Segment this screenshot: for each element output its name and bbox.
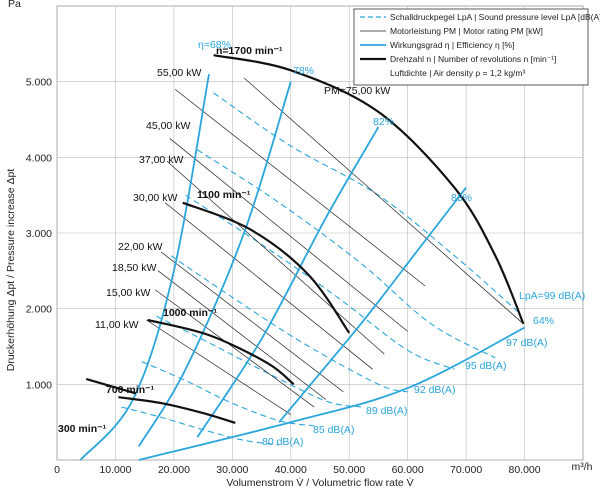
speed-curve-300-min: [85, 377, 137, 395]
legend-entry-4: Luftdichte | Air density ρ = 1,2 kg/m³: [390, 68, 525, 78]
efficiency-curves: [79, 73, 526, 461]
curve-labels: 300 min⁻¹ 700 min⁻¹ 1000 min⁻¹ 1100 min⁻¹ n=…: [58, 39, 585, 448]
x-tick-label: 70.000: [450, 464, 482, 476]
power-label-15-00-kw: 15,00 kW: [106, 287, 150, 299]
legend-entry-1: Motorleistung PM | Motor rating PM [kW]: [390, 26, 543, 36]
speed-curve-1100-min: [182, 201, 351, 334]
y-tick-label: 5.000: [26, 77, 52, 89]
speed-curve-700-min: [118, 396, 236, 424]
y-unit-label: Pa: [8, 0, 21, 10]
speed-label-n-1700-min: n=1700 min⁻¹: [216, 45, 283, 57]
sound-curve-89-db-a: [156, 315, 361, 408]
speed-curve-1000-min: [147, 318, 295, 386]
power-label-45-00-kw: 45,00 kW: [146, 120, 190, 132]
speed-label-1000-min: 1000 min⁻¹: [163, 307, 217, 319]
power-label-11-00-kw: 11,00 kW: [95, 319, 139, 331]
x-unit-label: m³/h: [572, 461, 593, 473]
x-tick-label: 60.000: [392, 464, 424, 476]
x-tick-label: 10.000: [99, 464, 131, 476]
speed-curves: [85, 54, 525, 424]
efficiency-curve-83: [278, 187, 467, 423]
y-tick-label: 2.000: [26, 304, 52, 316]
power-line-37-00-kw: [166, 160, 385, 355]
efficiency-curve-68: [79, 73, 210, 461]
power-label-pm-75-00-kw: PM=75,00 kW: [324, 85, 390, 97]
sound-label-89-db-a: 89 dB(A): [366, 405, 407, 417]
speed-label-300-min: 300 min⁻¹: [58, 423, 107, 435]
power-line-30-00-kw: [164, 202, 373, 370]
legend: Schalldruckpegel LpA | Sound pressure le…: [353, 8, 600, 86]
sound-curve-85-db-a: [141, 361, 315, 427]
grid: [56, 5, 584, 461]
legend-entry-0: Schalldruckpegel LpA | Sound pressure le…: [390, 12, 600, 22]
sound-curve-95-db-a: [185, 194, 455, 370]
x-tick-label: 30.000: [216, 464, 248, 476]
sound-label-80-db-a: 80 dB(A): [262, 436, 303, 448]
power-line-15-00-kw: [154, 289, 315, 408]
x-tick-label: 20.000: [158, 464, 190, 476]
y-tick-label: 4.000: [26, 152, 52, 164]
sound-label-99-db-a: LpA=99 dB(A): [519, 290, 585, 302]
speed-label-700-min: 700 min⁻¹: [106, 384, 155, 396]
y-axis-title: Druckerhöhung Δpt / Pressure increase Δp…: [5, 169, 17, 372]
efficiency-label-68: η=68%: [198, 39, 231, 51]
x-tick-label: 40.000: [275, 464, 307, 476]
x-axis-title: Volumenstrom V̇ / Volumetric flow rate V…: [226, 476, 413, 489]
power-label-18-50-kw: 18,50 kW: [112, 262, 156, 274]
power-line-pm-75-00-kw: [243, 77, 524, 325]
sound-label-97-db-a: 97 dB(A): [506, 337, 547, 349]
sound-curve-99-db-a: [213, 92, 520, 313]
x-tick-label: 80.000: [508, 464, 540, 476]
efficiency-curve-64: [138, 326, 526, 461]
speed-label-1100-min: 1100 min⁻¹: [197, 189, 251, 201]
sound-label-85-db-a: 85 dB(A): [313, 424, 354, 436]
y-tick-label: 1.000: [26, 379, 52, 391]
efficiency-label-64: 64%: [533, 315, 554, 327]
power-line-18-50-kw: [157, 270, 327, 400]
efficiency-curve-82: [196, 126, 380, 438]
axis-ticks: 0 10.000 20.000 30.000 40.000 50.000 60.000 70.…: [26, 77, 541, 476]
efficiency-label-82: 82%: [373, 116, 394, 128]
efficiency-label-78: 78%: [293, 65, 314, 77]
speed-curve-n-1700-min: [213, 54, 525, 325]
x-tick-label: 50.000: [333, 464, 365, 476]
power-line-11-00-kw: [146, 319, 291, 415]
sound-curve-97-db-a: [197, 149, 496, 359]
sound-curve-92-db-a: [170, 255, 408, 393]
legend-entry-2: Wirkungsgrad η | Efficiency η [%]: [390, 40, 514, 50]
power-line-55-00-kw: [174, 88, 426, 287]
sound-label-92-db-a: 92 dB(A): [414, 384, 455, 396]
sound-label-95-db-a: 95 dB(A): [465, 360, 506, 372]
power-label-22-00-kw: 22,00 kW: [118, 241, 162, 253]
motor-power-lines: [146, 77, 524, 415]
legend-box: [353, 8, 589, 86]
y-tick-label: 3.000: [26, 228, 52, 240]
efficiency-curve-78: [138, 81, 292, 447]
power-label-30-00-kw: 30,00 kW: [133, 192, 177, 204]
power-line-22-00-kw: [160, 251, 344, 393]
x-tick-label: 0: [54, 464, 60, 476]
power-line-45-00-kw: [169, 138, 408, 332]
legend-entry-3: Drehzahl n | Number of revolutions n [mi…: [390, 54, 556, 64]
efficiency-label-83: 83%: [451, 192, 472, 204]
power-label-55-00-kw: 55,00 kW: [157, 67, 201, 79]
power-label-37-00-kw: 37,00 kW: [139, 154, 183, 166]
